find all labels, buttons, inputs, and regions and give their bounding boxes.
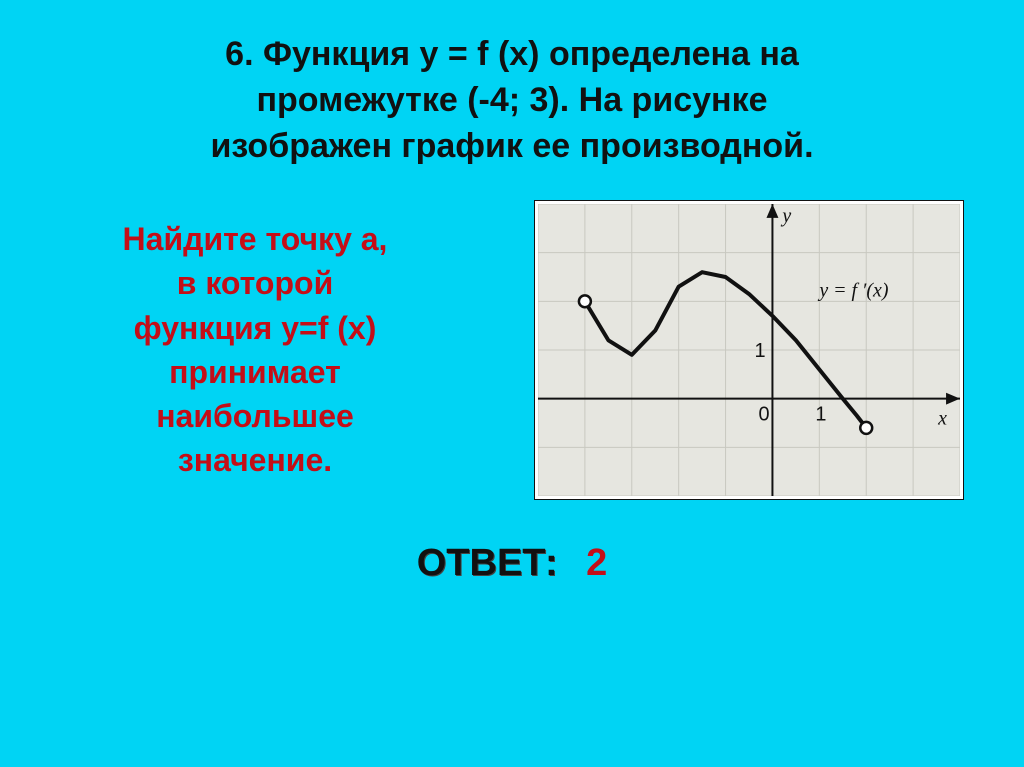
- title-line-1: 6. Функция у = f (x) определена на: [0, 32, 1024, 78]
- prompt-line-3: функция у=f (x): [134, 310, 377, 346]
- title-line-2: промежутке (-4; 3). На рисунке: [0, 78, 1024, 124]
- chart-svg: 0 1 1 x у y = f ′(x): [538, 204, 960, 496]
- svg-text:0: 0: [759, 403, 770, 425]
- problem-title: 6. Функция у = f (x) определена на проме…: [0, 0, 1024, 170]
- prompt-line-4: принимает: [169, 354, 341, 390]
- answer-label: ОТВЕТ:: [417, 542, 558, 584]
- prompt-line-1: Найдите точку а,: [123, 221, 388, 257]
- graph-inner: 0 1 1 x у y = f ′(x): [538, 204, 960, 496]
- question-prompt: Найдите точку а, в которой функция у=f (…: [60, 217, 450, 482]
- answer-block: ОТВЕТ: 2: [0, 500, 1024, 585]
- prompt-line-5: наибольшее: [156, 398, 354, 434]
- content-row: Найдите точку а, в которой функция у=f (…: [0, 170, 1024, 500]
- derivative-graph: 0 1 1 x у y = f ′(x): [534, 200, 964, 500]
- prompt-line-2: в которой: [177, 265, 333, 301]
- svg-text:x: x: [937, 407, 947, 429]
- answer-value: 2: [586, 542, 607, 584]
- svg-text:1: 1: [755, 340, 766, 362]
- prompt-line-6: значение: [178, 442, 323, 478]
- svg-text:у: у: [780, 205, 791, 227]
- svg-text:1: 1: [815, 403, 826, 425]
- prompt-dot: .: [323, 442, 332, 478]
- svg-text:y = f ′(x): y = f ′(x): [817, 279, 888, 301]
- title-line-3: изображен график ее производной.: [0, 124, 1024, 170]
